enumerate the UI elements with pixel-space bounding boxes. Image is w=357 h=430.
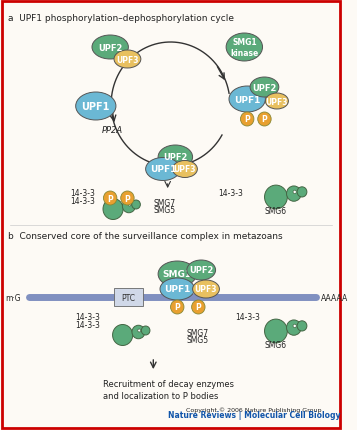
Circle shape	[297, 321, 307, 331]
Text: UPF3: UPF3	[195, 285, 217, 294]
Text: UPF1: UPF1	[234, 95, 260, 104]
Ellipse shape	[146, 158, 180, 181]
Text: SMG5: SMG5	[153, 206, 175, 215]
Circle shape	[132, 326, 145, 339]
Circle shape	[171, 300, 184, 314]
Text: UPF1: UPF1	[164, 285, 190, 294]
Ellipse shape	[250, 78, 279, 98]
Text: SMG6: SMG6	[265, 340, 287, 349]
Text: PTC: PTC	[121, 294, 135, 303]
Text: UPF3: UPF3	[266, 97, 288, 106]
Text: UPF2: UPF2	[189, 266, 213, 275]
Text: P: P	[125, 194, 130, 203]
Circle shape	[104, 191, 117, 206]
Text: 14-3-3: 14-3-3	[70, 197, 95, 206]
Text: P: P	[195, 303, 201, 312]
Circle shape	[287, 320, 301, 335]
Circle shape	[112, 325, 133, 346]
Text: SMG6: SMG6	[265, 206, 287, 215]
Text: UPF3: UPF3	[174, 165, 196, 174]
Text: 14-3-3: 14-3-3	[218, 189, 243, 197]
Text: m·G: m·G	[5, 294, 21, 303]
Ellipse shape	[226, 34, 262, 62]
Ellipse shape	[92, 36, 129, 60]
Text: P: P	[174, 303, 180, 312]
Circle shape	[122, 200, 135, 213]
Text: UPF2: UPF2	[98, 43, 122, 52]
Circle shape	[128, 203, 131, 206]
FancyBboxPatch shape	[2, 2, 340, 428]
Circle shape	[258, 113, 271, 127]
Ellipse shape	[76, 93, 116, 121]
Text: AAAAA: AAAAA	[321, 294, 348, 303]
Ellipse shape	[265, 94, 288, 110]
Circle shape	[287, 187, 301, 202]
Text: b  Conserved core of the surveillance complex in metazoans: b Conserved core of the surveillance com…	[7, 231, 282, 240]
Text: Nature Reviews | Molecular Cell Biology: Nature Reviews | Molecular Cell Biology	[168, 410, 340, 419]
Text: P: P	[262, 115, 267, 124]
Circle shape	[132, 200, 140, 209]
Text: UPF2: UPF2	[252, 83, 277, 92]
Text: UPF1: UPF1	[150, 165, 176, 174]
Circle shape	[121, 191, 134, 206]
Text: SMG1
kinase: SMG1 kinase	[230, 38, 258, 58]
Text: P: P	[244, 115, 250, 124]
Text: PP2A: PP2A	[101, 126, 123, 135]
Text: P: P	[107, 194, 113, 203]
Text: SMG1: SMG1	[163, 270, 192, 279]
Ellipse shape	[160, 278, 195, 300]
Text: 14-3-3: 14-3-3	[75, 320, 100, 329]
Text: SMG7: SMG7	[187, 328, 209, 337]
Circle shape	[192, 300, 205, 314]
Ellipse shape	[114, 51, 141, 69]
Circle shape	[138, 329, 141, 332]
Circle shape	[241, 113, 254, 127]
Ellipse shape	[187, 261, 216, 280]
Circle shape	[265, 319, 287, 343]
Circle shape	[293, 325, 296, 328]
Text: UPF3: UPF3	[116, 55, 139, 64]
Circle shape	[293, 191, 296, 194]
Ellipse shape	[192, 280, 220, 298]
Text: 14-3-3: 14-3-3	[70, 189, 95, 197]
Ellipse shape	[158, 146, 192, 169]
Text: SMG5: SMG5	[187, 335, 209, 344]
Circle shape	[141, 326, 150, 335]
Ellipse shape	[158, 261, 196, 287]
Text: a  UPF1 phosphorylation–dephosphorylation cycle: a UPF1 phosphorylation–dephosphorylation…	[7, 14, 234, 23]
Text: 14-3-3: 14-3-3	[75, 312, 100, 321]
Text: 14-3-3: 14-3-3	[235, 312, 260, 321]
Text: Copyright © 2006 Nature Publishing Group: Copyright © 2006 Nature Publishing Group	[186, 406, 322, 412]
Circle shape	[265, 186, 287, 209]
FancyBboxPatch shape	[114, 289, 143, 306]
Circle shape	[103, 199, 123, 220]
Text: UPF1: UPF1	[82, 102, 110, 112]
Text: Recruitment of decay enzymes
and localization to P bodies: Recruitment of decay enzymes and localiz…	[104, 379, 235, 400]
Text: SMG7: SMG7	[153, 199, 175, 208]
Text: UPF2: UPF2	[163, 153, 187, 162]
Circle shape	[297, 187, 307, 197]
Ellipse shape	[172, 161, 197, 178]
Ellipse shape	[229, 87, 265, 113]
